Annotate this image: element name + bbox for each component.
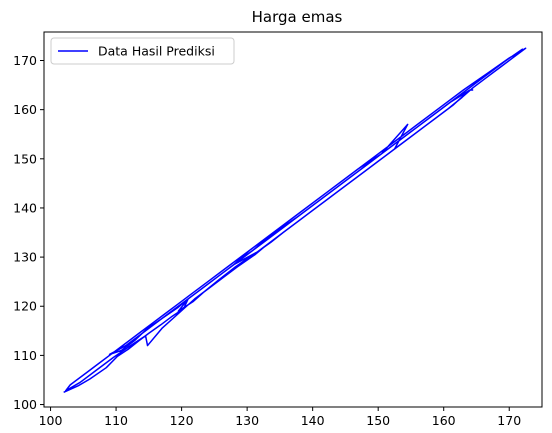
legend: Data Hasil Prediksi [50,37,235,65]
y-tick-label: 150 [13,151,37,166]
y-tick-label: 160 [13,102,37,117]
plot-frame [43,31,543,408]
x-tick-label: 160 [432,413,456,428]
series-line-0 [63,47,527,393]
y-tick-label: 130 [13,250,37,265]
y-tick-label: 140 [13,200,37,215]
y-tick-label: 100 [13,397,37,412]
x-tick-label: 110 [104,413,128,428]
x-tick-label: 120 [170,413,194,428]
x-tick-label: 170 [497,413,521,428]
x-tick-label: 150 [366,413,390,428]
y-tick-label: 170 [13,53,37,68]
y-axis: 100 110 120 130 140 150 160 170 [13,53,44,412]
x-tick-label: 130 [235,413,259,428]
x-tick-label: 140 [301,413,325,428]
legend-label: Data Hasil Prediksi [98,44,215,59]
legend-frame [50,37,235,65]
chart-title: Harga emas [252,8,343,26]
x-tick-label: 100 [39,413,63,428]
y-tick-label: 110 [13,348,37,363]
plot-lines [63,47,527,393]
y-tick-label: 120 [13,299,37,314]
x-axis: 100 110 120 130 140 150 160 170 [39,407,521,428]
